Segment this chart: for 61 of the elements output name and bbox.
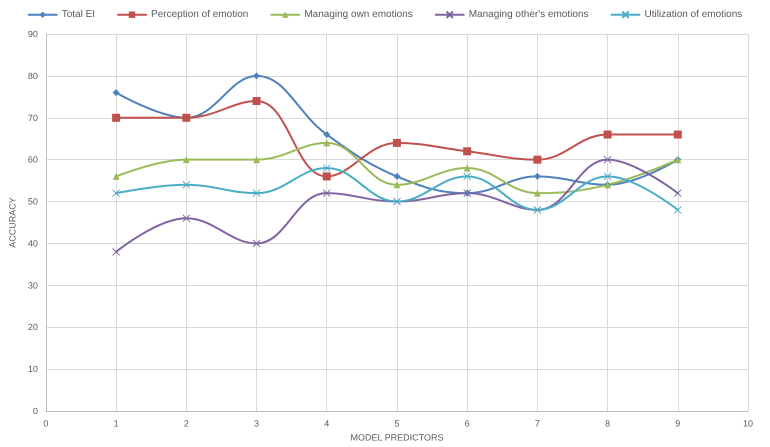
y-tick-label: 0 (32, 406, 38, 416)
y-tick-label: 10 (28, 364, 38, 374)
x-axis-title: MODEL PREDICTORS (350, 432, 444, 442)
x-tick-label: 4 (324, 418, 330, 428)
point (674, 130, 682, 139)
x-tick-label: 8 (605, 418, 610, 428)
point (112, 114, 120, 122)
point (534, 190, 541, 197)
y-axis-title: ACCURACY (8, 197, 18, 248)
point (674, 206, 682, 214)
point (322, 172, 331, 180)
point (182, 180, 190, 189)
y-tick-label: 30 (28, 280, 38, 290)
point (533, 156, 542, 164)
point (604, 172, 612, 180)
point (464, 164, 471, 172)
x-tick-label: 5 (394, 418, 400, 428)
x-tick-label: 3 (254, 418, 260, 428)
y-tick-label: 50 (28, 196, 38, 207)
point (112, 172, 120, 180)
point (253, 72, 260, 80)
y-tick-label: 40 (28, 238, 38, 248)
point (604, 156, 612, 164)
legend-label: Perception of emotion (151, 9, 248, 20)
x-tick-label: 9 (675, 418, 680, 428)
point (393, 181, 400, 188)
legend-label: Utilization of emotions (644, 9, 742, 20)
y-tick-label: 70 (28, 112, 38, 123)
x-tick-label: 2 (184, 418, 189, 428)
point (182, 214, 190, 222)
point (112, 189, 120, 198)
y-tick-label: 90 (28, 29, 38, 39)
point (253, 156, 260, 164)
point (392, 138, 401, 147)
point (112, 89, 120, 96)
point (534, 172, 541, 180)
x-tick-label: 1 (114, 418, 119, 428)
legend-label: Managing other's emotions (468, 9, 588, 20)
y-tick-label: 60 (28, 154, 38, 165)
y-tick-label: 20 (28, 322, 38, 332)
legend-label: Total EI (62, 9, 96, 20)
x-tick-label: 7 (534, 418, 540, 428)
point (463, 147, 472, 156)
point (252, 239, 261, 248)
point (182, 156, 190, 164)
point (604, 130, 612, 139)
point (322, 189, 331, 198)
point (112, 248, 120, 256)
y-tick-label: 80 (28, 70, 38, 81)
x-tick-label: 10 (742, 418, 754, 428)
point (393, 172, 400, 180)
point (252, 97, 261, 106)
point (323, 139, 330, 146)
x-tick-label: 6 (464, 418, 470, 428)
legend-label: Managing own emotions (304, 9, 413, 20)
point (322, 164, 331, 172)
point (674, 189, 682, 198)
x-tick-label: 0 (43, 418, 48, 428)
point (323, 131, 330, 138)
point (463, 172, 472, 180)
point (252, 189, 261, 198)
